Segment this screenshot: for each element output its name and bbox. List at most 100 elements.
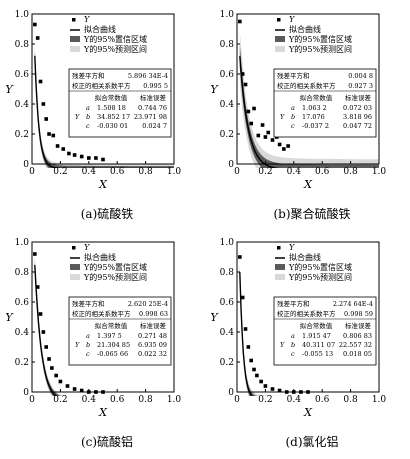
data-point <box>44 345 48 349</box>
data-point <box>240 72 245 76</box>
x-tick-label: 0.4 <box>82 167 97 177</box>
stat-value: 0.998 59 <box>344 310 373 318</box>
stat-label: 残差平方和 <box>277 299 310 308</box>
data-point <box>87 156 91 160</box>
stat-value: 2.274 64E-4 <box>333 300 373 308</box>
x-tick-label: 0.2 <box>258 395 272 405</box>
data-point <box>72 387 77 391</box>
y-tick-label: 0.6 <box>220 70 235 80</box>
y-tick-label: 0.4 <box>220 328 235 338</box>
data-point <box>246 345 251 349</box>
data-point <box>255 373 259 378</box>
chart-panel: 0 0.2 0.4 0.6 0.8 1.000.20.40.60.81.0XYY拟合曲线Y… <box>210 238 386 449</box>
param-name: c <box>86 350 90 358</box>
data-point <box>35 285 40 289</box>
param-error: 0.047 72 <box>343 122 372 130</box>
param-header-value: 拟合常数值 <box>300 321 333 330</box>
legend-marker-confidence <box>70 36 80 42</box>
param-value: 34.852 17 <box>97 113 130 121</box>
data-point <box>263 384 268 388</box>
data-point <box>72 153 77 157</box>
data-point <box>79 388 84 393</box>
plot-area <box>238 19 379 168</box>
y-tick-label: 1.0 <box>220 10 235 20</box>
x-tick-label: 1.0 <box>167 395 182 405</box>
param-y-label: Y <box>75 113 80 121</box>
y-tick-label: 1.0 <box>15 238 30 248</box>
data-point <box>65 384 70 388</box>
param-name: c <box>86 122 90 130</box>
stat-label: 残差平方和 <box>277 71 310 80</box>
param-error: 23.971 98 <box>134 113 167 121</box>
y-tick-label: 0 <box>228 160 234 170</box>
data-point <box>41 330 46 334</box>
plot-frame <box>236 13 380 165</box>
param-value: 40.311 07 <box>302 341 335 349</box>
param-error: 0.744 76 <box>138 104 167 112</box>
data-point <box>58 379 63 384</box>
data-point <box>238 19 242 24</box>
data-point <box>259 379 263 384</box>
data-point <box>35 36 40 40</box>
param-y-label: Y <box>280 341 285 349</box>
param-header-value: 拟合常数值 <box>95 321 128 330</box>
param-name: c <box>291 350 295 358</box>
param-error: 6.935 09 <box>138 341 167 349</box>
legend-entry: Y <box>289 15 295 24</box>
data-point <box>246 109 251 114</box>
x-tick-label: 0.4 <box>82 395 97 405</box>
data-point <box>270 138 275 142</box>
chart-panel: 0 0.2 0.4 0.6 0.8 1.000.20.40.60.81.0XYY拟合曲线Y… <box>210 10 386 221</box>
plot-area <box>33 22 174 168</box>
y-tick-label: 0.2 <box>220 358 234 368</box>
data-point <box>282 147 286 151</box>
data-point <box>47 132 51 136</box>
data-point <box>260 123 265 127</box>
data-point <box>256 133 261 138</box>
data-point <box>277 388 282 393</box>
x-tick-label: 0.8 <box>138 395 153 405</box>
param-value: 1.063 2 <box>302 104 327 112</box>
param-value: -0.030 01 <box>97 122 128 130</box>
legend-entry: Y的95%置信区域 <box>83 34 147 44</box>
legend-marker-points <box>277 18 281 22</box>
panel-caption: (c)硫酸铝 <box>81 434 133 449</box>
chart-panel: 0 0.2 0.4 0.6 0.8 1.000.20.40.60.81.0XYY拟合曲线Y… <box>5 10 181 221</box>
x-tick-label: 0.6 <box>315 167 330 177</box>
data-point <box>277 142 282 147</box>
data-point <box>240 295 245 300</box>
x-tick-label: 0 <box>29 167 35 177</box>
data-point <box>243 82 248 87</box>
param-error: 0.022 32 <box>138 350 167 358</box>
x-tick-label: 0.6 <box>110 167 125 177</box>
stats-box: 残差平方和 0.004 8 校正的相关系数平方 0.927 3 拟合常数值 标准误差 Ya 1… <box>273 68 377 138</box>
x-axis-label: X <box>98 406 108 419</box>
data-point <box>61 147 66 151</box>
x-tick-label: 0.8 <box>138 167 153 177</box>
param-error: 3.818 96 <box>343 113 372 121</box>
legend-entry: 拟合曲线 <box>84 252 116 262</box>
data-point <box>38 79 43 84</box>
legend-entry: 拟合曲线 <box>289 24 321 34</box>
legend-entry: Y <box>289 243 295 252</box>
legend-marker-prediction <box>275 274 285 280</box>
legend-marker-confidence <box>275 264 285 270</box>
stat-value: 0.927 3 <box>348 82 373 90</box>
legend-marker-points <box>72 246 76 250</box>
x-tick-label: 0.2 <box>258 167 272 177</box>
data-point <box>50 366 54 370</box>
x-tick-label: 0 <box>29 395 35 405</box>
legend-entry: Y <box>84 15 90 24</box>
data-point <box>54 373 58 378</box>
stat-value: 0.995 5 <box>143 82 168 90</box>
data-point <box>55 144 60 148</box>
stat-label: 校正的相关系数平方 <box>277 309 336 318</box>
data-point <box>51 133 56 138</box>
data-point <box>263 135 268 139</box>
stat-label: 残差平方和 <box>72 299 105 308</box>
